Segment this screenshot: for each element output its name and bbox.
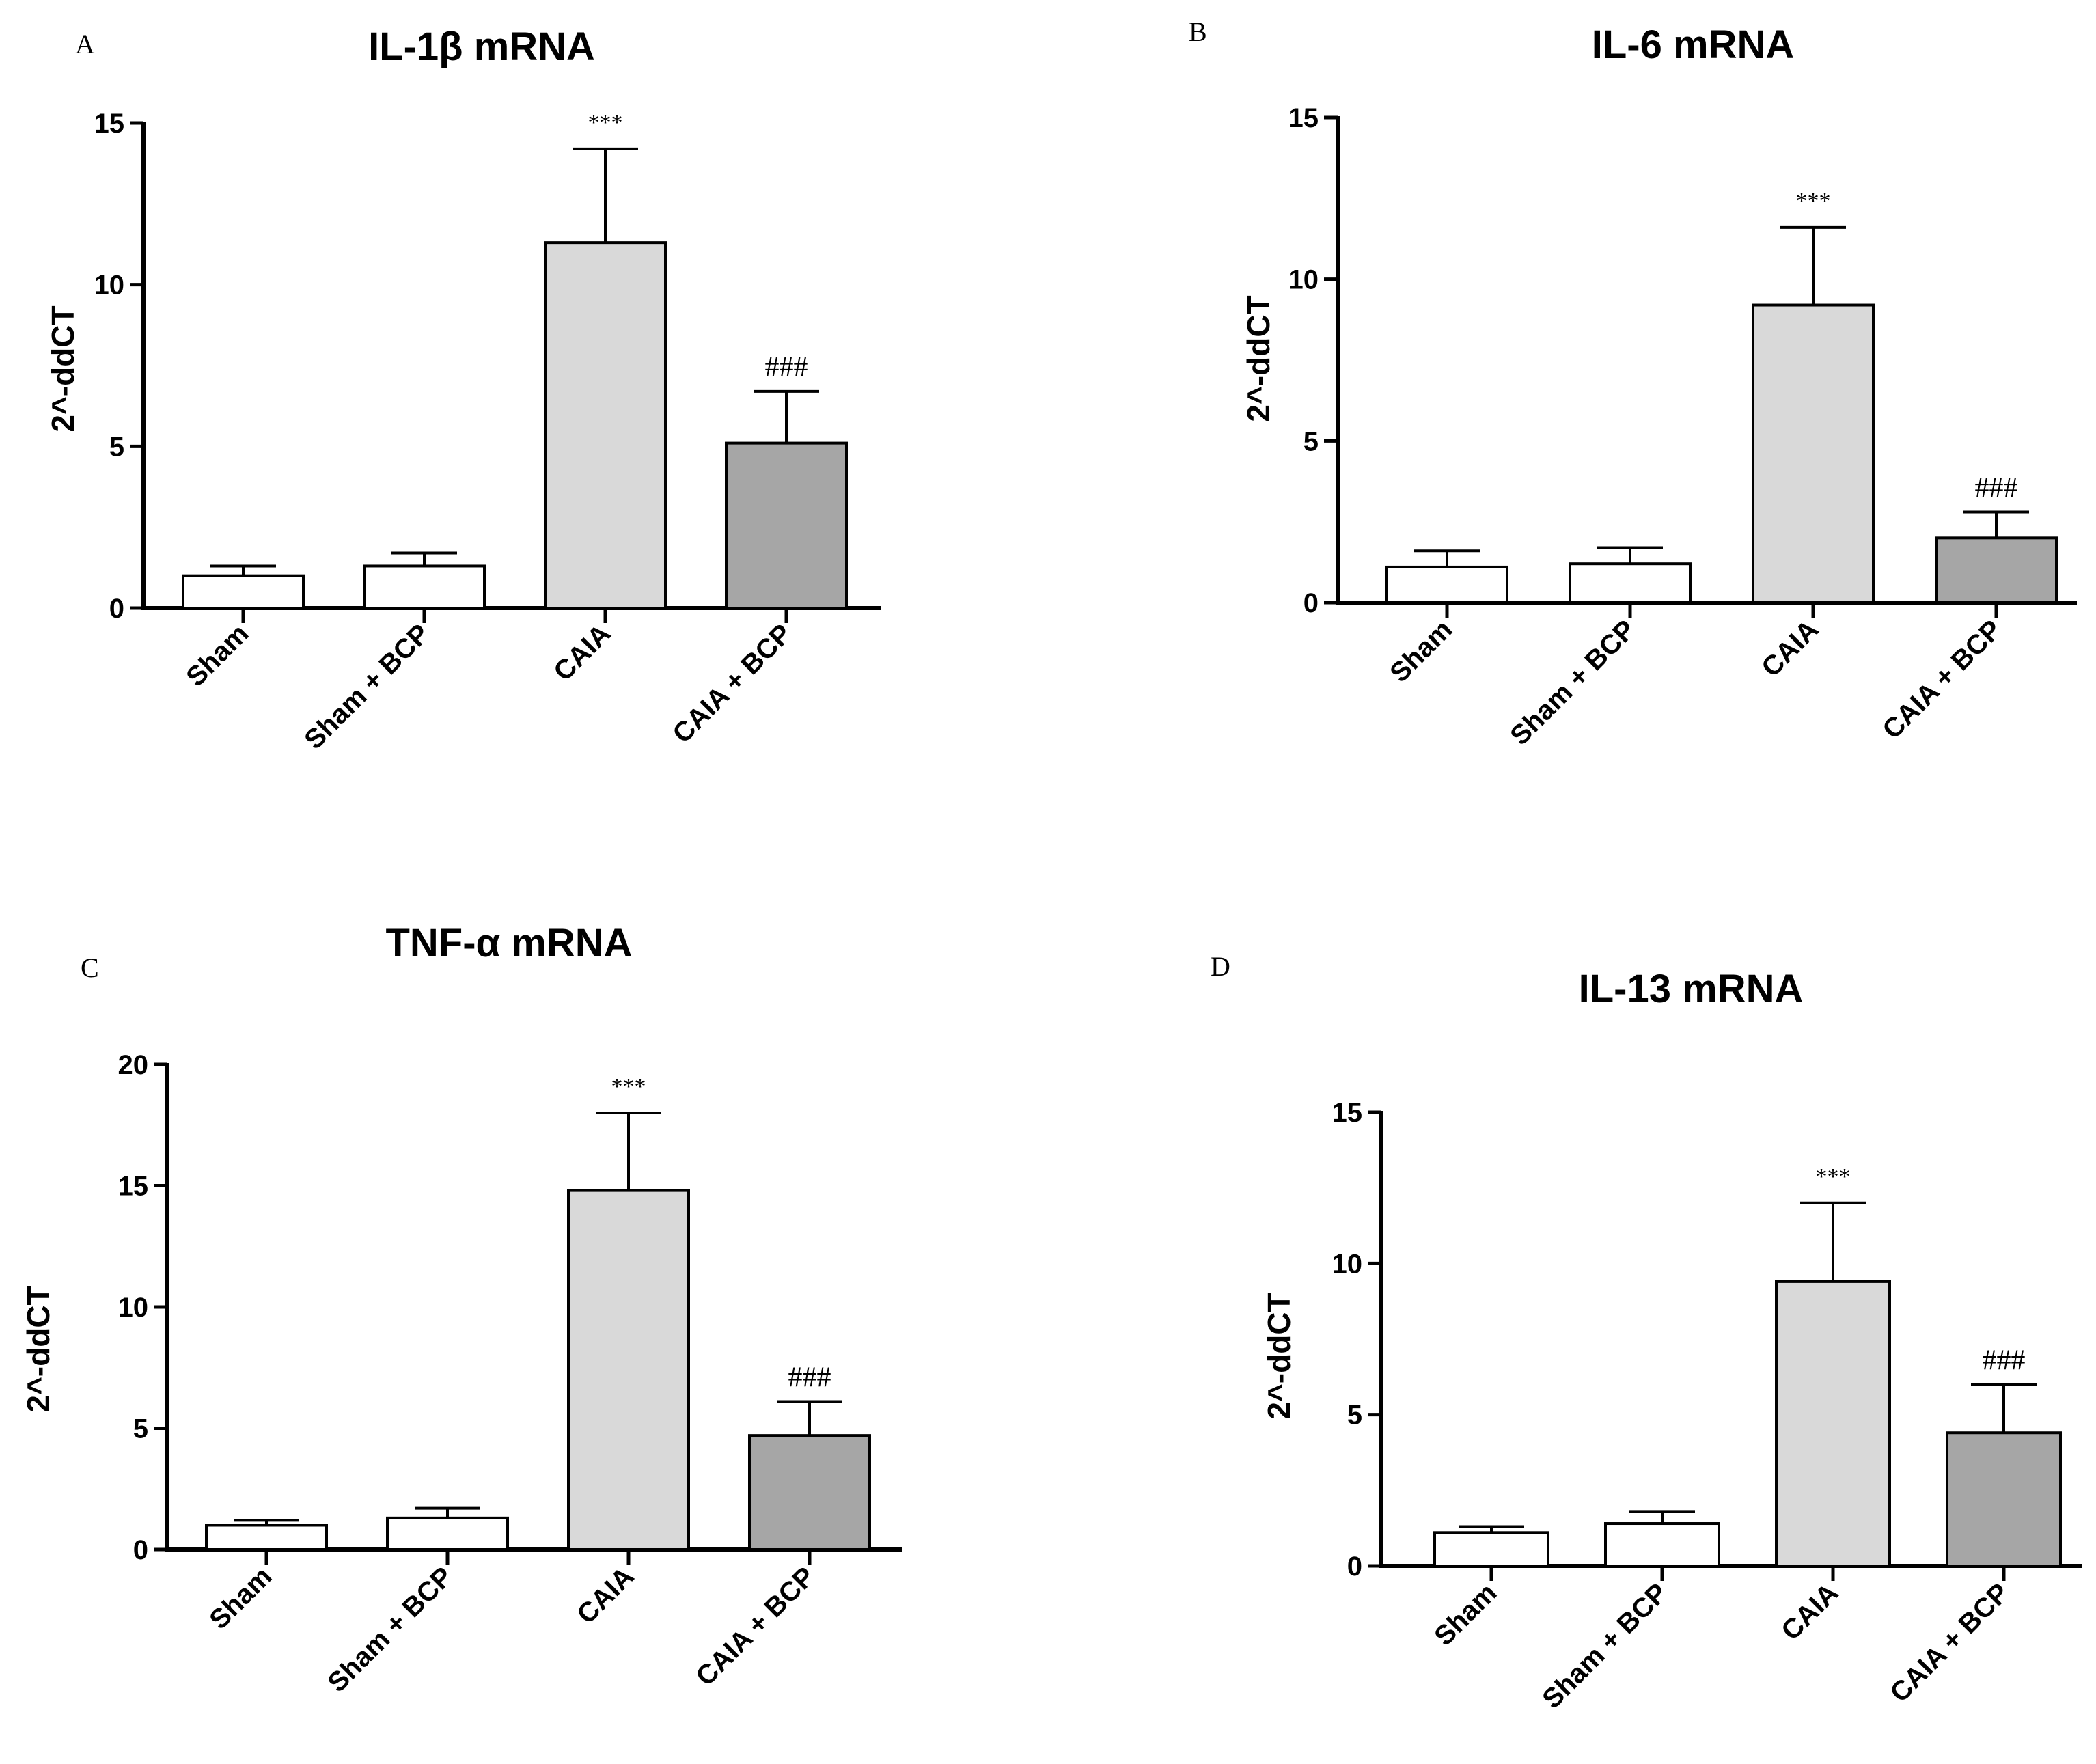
panel-letter: B	[1189, 16, 1207, 47]
bar-caia	[567, 1189, 690, 1551]
significance-stars: ***	[588, 110, 623, 135]
significance-hashes: ###	[765, 352, 808, 383]
y-tick-label: 5	[1304, 426, 1319, 456]
bar-caia-bcp	[1935, 536, 2058, 604]
y-tick-label: 0	[133, 1535, 148, 1565]
x-tick-label: Sham	[1429, 1577, 1502, 1651]
bar-caia	[1752, 303, 1875, 604]
bar-sham	[205, 1524, 328, 1551]
bar-caia	[1775, 1280, 1891, 1567]
chart-panel-c: C TNF-α mRNA 2^-ddCT 0 5 10 15 20 Sham Sham + BCP…	[20, 921, 902, 1698]
significance-stars: ***	[611, 1074, 646, 1099]
y-tick-label: 10	[118, 1293, 149, 1323]
significance-hashes: ###	[788, 1362, 831, 1393]
panel-letter: C	[81, 952, 99, 983]
x-tick-label: CAIA + BCP	[1884, 1577, 2015, 1708]
x-tick-label: CAIA	[1776, 1577, 1844, 1646]
x-tick-label: Sham + BCP	[1504, 614, 1641, 751]
chart-title: IL-13 mRNA	[1579, 967, 1804, 1011]
chart-title: IL-6 mRNA	[1592, 23, 1794, 67]
chart-panel-a: A IL-1β mRNA 2^-ddCT 0 5 10 15 Sham Sham + BCP CA…	[45, 25, 881, 755]
bar-sham-bcp	[386, 1516, 509, 1552]
y-tick-label: 0	[1347, 1552, 1362, 1582]
panel-letter: A	[75, 29, 95, 59]
y-tick-label: 5	[1347, 1401, 1362, 1431]
y-tick-label: 0	[1304, 588, 1319, 618]
y-axis-label: 2^-ddCT	[1261, 1293, 1297, 1419]
x-tick-label: CAIA	[548, 618, 616, 687]
bar-sham-bcp	[1604, 1522, 1720, 1567]
chart-title: TNF-α mRNA	[385, 921, 632, 965]
y-tick-label: 5	[133, 1414, 148, 1444]
y-axis-label: 2^-ddCT	[1241, 295, 1276, 422]
y-tick-label: 15	[118, 1172, 149, 1202]
y-tick-label: 15	[1288, 103, 1319, 133]
x-tick-label: Sham + BCP	[1536, 1577, 1673, 1714]
x-tick-label: Sham	[1384, 614, 1458, 688]
bar-caia-bcp	[725, 441, 848, 609]
bar-sham	[182, 574, 305, 610]
significance-hashes: ###	[1983, 1345, 2026, 1376]
y-tick-label: 10	[94, 271, 125, 301]
bar-caia-bcp	[748, 1434, 871, 1551]
x-tick-label: CAIA + BCP	[667, 618, 797, 749]
chart-panel-b: B IL-6 mRNA 2^-ddCT 0 5 10 15 Sham Sham + BCP CAI…	[1189, 16, 2077, 751]
y-tick-label: 15	[94, 109, 125, 139]
x-tick-label: CAIA + BCP	[1877, 614, 2007, 745]
y-axis-label: 2^-ddCT	[45, 305, 81, 432]
x-tick-label: Sham	[204, 1561, 277, 1635]
bar-sham	[1433, 1531, 1549, 1567]
y-tick-label: 5	[109, 432, 124, 462]
x-tick-label: Sham + BCP	[322, 1561, 458, 1698]
significance-stars: ***	[1816, 1164, 1851, 1189]
x-tick-label: Sham + BCP	[299, 618, 435, 755]
significance-stars: ***	[1796, 189, 1831, 214]
bar-sham-bcp	[363, 564, 486, 610]
y-tick-label: 15	[1332, 1098, 1363, 1128]
x-tick-label: CAIA	[1756, 614, 1824, 683]
bar-caia-bcp	[1946, 1431, 2062, 1567]
y-tick-label: 10	[1332, 1249, 1363, 1279]
chart-title: IL-1β mRNA	[368, 25, 595, 69]
significance-hashes: ###	[1975, 472, 2018, 504]
y-axis-label: 2^-ddCT	[20, 1286, 56, 1412]
x-tick-label: Sham	[180, 618, 254, 692]
x-tick-label: CAIA + BCP	[690, 1561, 821, 1692]
panel-letter: D	[1211, 951, 1230, 982]
chart-panel-d: D IL-13 mRNA 2^-ddCT 0 5 10 15 Sham Sham + BCP CA…	[1211, 951, 2082, 1714]
bar-sham-bcp	[1569, 562, 1692, 605]
bar-caia	[544, 241, 667, 609]
y-tick-label: 10	[1288, 265, 1319, 295]
y-tick-label: 0	[109, 594, 124, 624]
bar-sham	[1385, 565, 1508, 605]
x-tick-label: CAIA	[571, 1561, 639, 1629]
y-tick-label: 20	[118, 1050, 149, 1080]
